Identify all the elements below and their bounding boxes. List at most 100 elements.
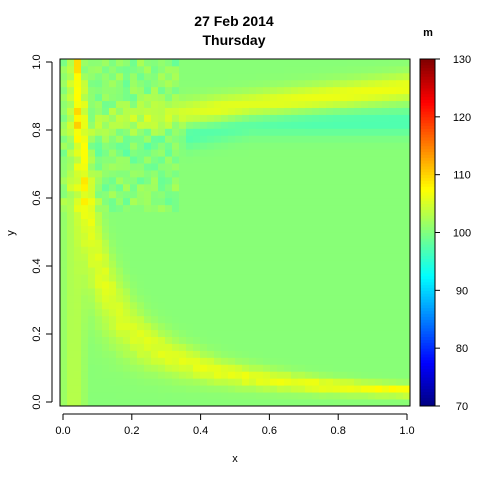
heatmap-cell bbox=[361, 156, 369, 164]
heatmap-cell bbox=[179, 308, 187, 317]
heatmap-cell bbox=[165, 371, 173, 379]
colorbar-swatch bbox=[420, 206, 435, 210]
heatmap-cell bbox=[270, 246, 278, 254]
heatmap-cell bbox=[200, 197, 208, 206]
heatmap-cell bbox=[123, 385, 131, 393]
heatmap-cell bbox=[305, 72, 313, 81]
heatmap-cell bbox=[354, 183, 362, 192]
heatmap-cell bbox=[186, 149, 194, 157]
heatmap-cell bbox=[151, 308, 159, 317]
heatmap-cell bbox=[396, 399, 404, 407]
heatmap-cell bbox=[277, 114, 285, 122]
heatmap-cell bbox=[60, 253, 68, 261]
heatmap-cell bbox=[263, 107, 271, 115]
heatmap-cell bbox=[158, 204, 166, 213]
heatmap-cell bbox=[200, 357, 208, 365]
heatmap-cell bbox=[263, 135, 271, 143]
heatmap-cell bbox=[60, 204, 68, 213]
heatmap-cell bbox=[249, 65, 257, 74]
heatmap-cell bbox=[340, 107, 348, 115]
heatmap-cell bbox=[193, 163, 201, 171]
heatmap-cell bbox=[186, 197, 194, 206]
heatmap-cell bbox=[333, 72, 341, 81]
heatmap-cell bbox=[102, 350, 110, 358]
colorbar-swatch bbox=[420, 137, 435, 141]
heatmap-cell bbox=[207, 385, 215, 393]
heatmap-cell bbox=[312, 79, 320, 88]
heatmap-cell bbox=[326, 100, 334, 108]
heatmap-cell bbox=[137, 267, 145, 275]
heatmap-cell bbox=[389, 301, 397, 310]
heatmap-cell bbox=[242, 190, 250, 199]
heatmap-cell bbox=[340, 93, 348, 102]
heatmap-cell bbox=[305, 204, 313, 213]
heatmap-cell bbox=[95, 246, 103, 254]
heatmap-cell bbox=[368, 232, 376, 240]
heatmap-cell bbox=[186, 114, 194, 122]
heatmap-cell bbox=[74, 232, 82, 240]
heatmap-cell bbox=[214, 336, 222, 344]
heatmap-cell bbox=[186, 79, 194, 88]
heatmap-cell bbox=[396, 329, 404, 337]
heatmap-cell bbox=[158, 170, 166, 178]
heatmap-cell bbox=[207, 308, 215, 317]
heatmap-cell bbox=[368, 294, 376, 303]
heatmap-cell bbox=[312, 336, 320, 344]
colorbar-swatch bbox=[420, 96, 435, 100]
heatmap-cell bbox=[88, 156, 96, 164]
colorbar-swatch bbox=[420, 377, 435, 381]
heatmap-cell bbox=[291, 176, 299, 185]
heatmap-cell bbox=[144, 392, 152, 400]
heatmap-cell bbox=[158, 218, 166, 226]
heatmap-cell bbox=[389, 260, 397, 268]
heatmap-cell bbox=[228, 253, 236, 261]
heatmap-cell bbox=[179, 274, 187, 282]
heatmap-cell bbox=[347, 350, 355, 358]
heatmap-cell bbox=[249, 267, 257, 275]
heatmap-cell bbox=[207, 114, 215, 122]
heatmap-cell bbox=[354, 128, 362, 136]
heatmap-cell bbox=[277, 79, 285, 88]
heatmap-cell bbox=[270, 385, 278, 393]
heatmap-cell bbox=[256, 225, 264, 233]
heatmap-cell bbox=[151, 59, 159, 67]
heatmap-cell bbox=[221, 197, 229, 206]
heatmap-cell bbox=[326, 149, 334, 157]
heatmap-cell bbox=[298, 294, 306, 303]
heatmap-cell bbox=[130, 288, 138, 296]
heatmap-cell bbox=[116, 107, 124, 115]
heatmap-cell bbox=[326, 211, 334, 220]
heatmap-cell bbox=[67, 364, 75, 372]
heatmap-cell bbox=[291, 336, 299, 344]
heatmap-cell bbox=[130, 336, 138, 344]
heatmap-cell bbox=[172, 239, 180, 247]
heatmap-cell bbox=[158, 135, 166, 143]
heatmap-cell bbox=[81, 274, 89, 282]
heatmap-cell bbox=[95, 156, 103, 164]
heatmap-cell bbox=[389, 65, 397, 74]
heatmap-cell bbox=[256, 281, 264, 289]
y-axis: 0.00.20.40.60.81.0 bbox=[31, 54, 53, 410]
x-tick-label: 0.8 bbox=[331, 425, 346, 437]
heatmap-cell bbox=[382, 260, 390, 268]
heatmap-cell bbox=[193, 197, 201, 206]
heatmap-cell bbox=[221, 121, 229, 129]
heatmap-cell bbox=[375, 260, 383, 268]
heatmap-cell bbox=[214, 149, 222, 157]
heatmap-cell bbox=[284, 225, 292, 233]
heatmap-cell bbox=[298, 149, 306, 157]
heatmap-cell bbox=[109, 343, 117, 351]
heatmap-cell bbox=[312, 149, 320, 157]
heatmap-cell bbox=[88, 294, 96, 303]
heatmap-cell bbox=[298, 364, 306, 372]
heatmap-cell bbox=[123, 274, 131, 282]
heatmap-cell bbox=[319, 239, 327, 247]
heatmap-cell bbox=[165, 350, 173, 358]
heatmap-cell bbox=[67, 211, 75, 220]
heatmap-cell bbox=[74, 79, 82, 88]
heatmap-cell bbox=[95, 371, 103, 379]
heatmap-cell bbox=[403, 301, 411, 310]
heatmap-cell bbox=[312, 128, 320, 136]
heatmap-cell bbox=[389, 59, 397, 67]
heatmap-cell bbox=[67, 128, 75, 136]
